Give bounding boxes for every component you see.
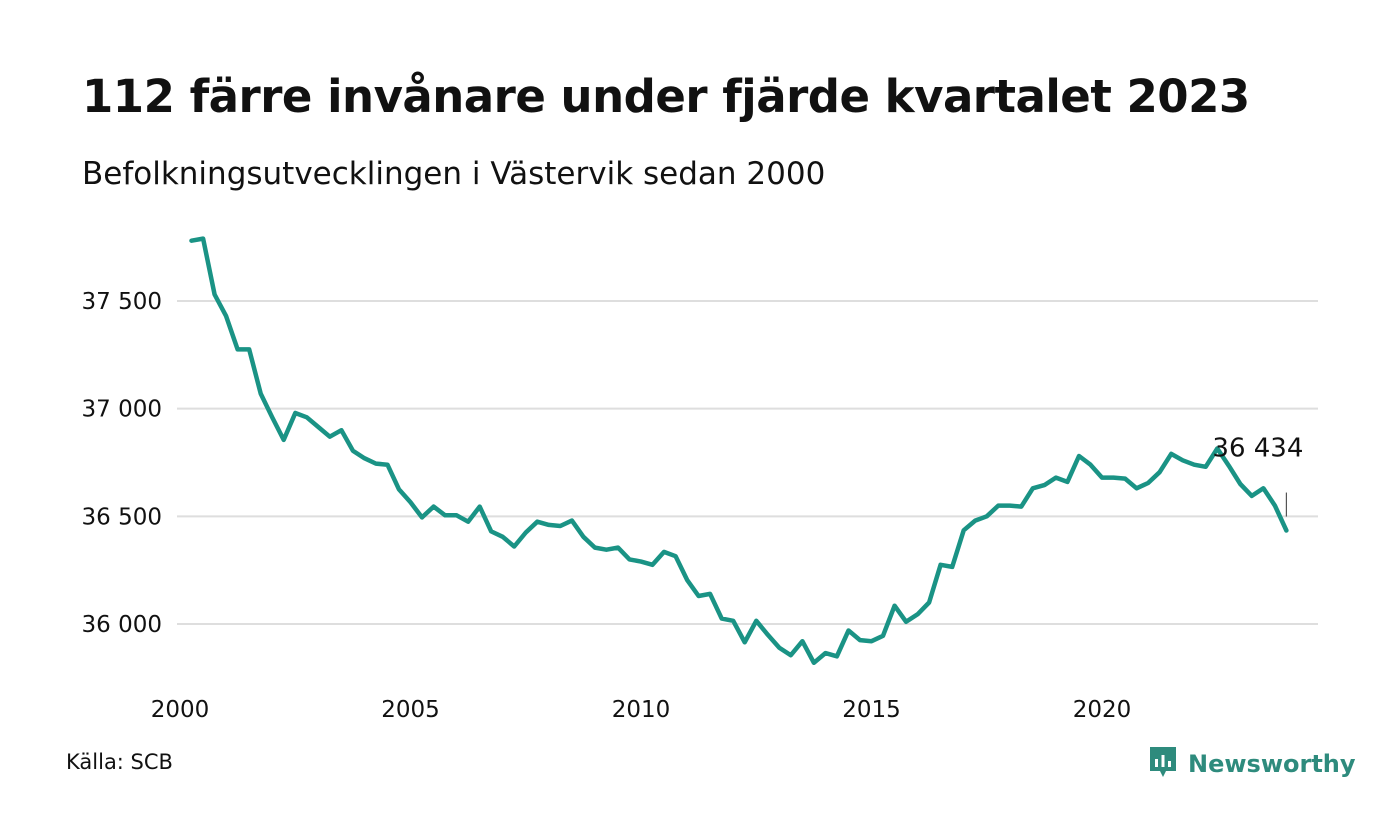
annotation-layer: 36 434 <box>1212 434 1303 517</box>
x-axis-ticks: 2000 2005 2010 2015 2020 <box>151 697 1132 723</box>
y-tick-label: 36 000 <box>82 612 162 638</box>
x-tick-label: 2010 <box>612 697 671 723</box>
gridlines <box>177 300 1318 625</box>
y-tick-label: 36 500 <box>82 504 162 530</box>
brand-name: Newsworthy <box>1188 750 1356 778</box>
chart-title: 112 färre invånare under fjärde kvartale… <box>82 70 1250 123</box>
y-tick-label: 37 000 <box>82 397 162 423</box>
chart-speech-bubble-icon <box>1148 745 1178 783</box>
series-line <box>189 236 1289 666</box>
x-tick-label: 2020 <box>1073 697 1132 723</box>
x-tick-label: 2015 <box>842 697 901 723</box>
chart-subtitle: Befolkningsutvecklingen i Västervik seda… <box>82 156 826 192</box>
last-value-label: 36 434 <box>1212 434 1303 464</box>
y-axis-ticks: 36 000 36 500 37 000 37 500 <box>82 289 162 638</box>
brand-logo[interactable]: Newsworthy <box>1148 745 1356 783</box>
series-layer <box>189 236 1289 666</box>
x-tick-label: 2000 <box>151 697 210 723</box>
y-tick-label: 37 500 <box>82 289 162 315</box>
x-tick-label: 2005 <box>381 697 440 723</box>
source-note: Källa: SCB <box>66 750 173 774</box>
